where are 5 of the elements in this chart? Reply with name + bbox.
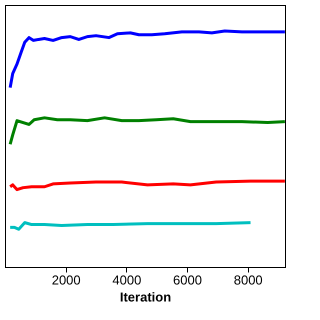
x-axis-title: Iteration — [120, 290, 172, 304]
x-tick-label: 6000 — [173, 272, 202, 288]
x-tick-label: 8000 — [234, 272, 263, 288]
x-tick-label: 4000 — [112, 272, 142, 288]
x-tick-label: 2000 — [52, 272, 81, 288]
